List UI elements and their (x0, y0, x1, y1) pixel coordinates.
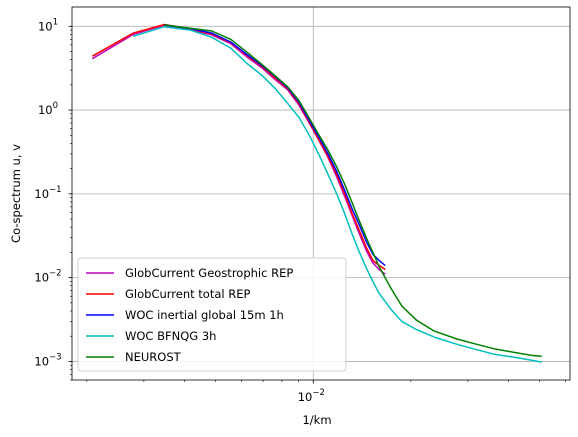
legend-label-4: WOC BFNQG 3h (125, 329, 216, 343)
series-line-5 (164, 24, 542, 358)
x-axis-label: 1/km (302, 413, 331, 427)
y-tick-label-4: 10−3 (34, 352, 61, 368)
legend-label-2: GlobCurrent total REP (125, 287, 250, 301)
y-tick-label-0: 101 (38, 17, 58, 33)
series-line-1 (91, 24, 386, 275)
legend-box (77, 257, 347, 372)
x-tick-label-0: 10−2 (298, 388, 325, 404)
y-axis-label: Co-spectrum u, v (9, 144, 23, 243)
axis-ticks: 101 100 10−1 10−2 10−3 10−2 (34, 17, 566, 404)
legend-label-5: NEUROST (125, 350, 182, 364)
y-tick-label-1: 100 (38, 101, 58, 117)
series-lines (91, 23, 542, 363)
series-line-4 (132, 25, 542, 363)
y-tick-label-3: 10−2 (34, 269, 61, 285)
legend-label-1: GlobCurrent Geostrophic REP (125, 266, 293, 280)
legend-label-3: WOC inertial global 15m 1h (125, 308, 284, 322)
legend: GlobCurrent Geostrophic REP GlobCurrent t… (77, 257, 347, 372)
series-line-2 (91, 23, 386, 271)
series-line-3 (164, 24, 386, 266)
y-tick-label-2: 10−1 (34, 185, 61, 201)
